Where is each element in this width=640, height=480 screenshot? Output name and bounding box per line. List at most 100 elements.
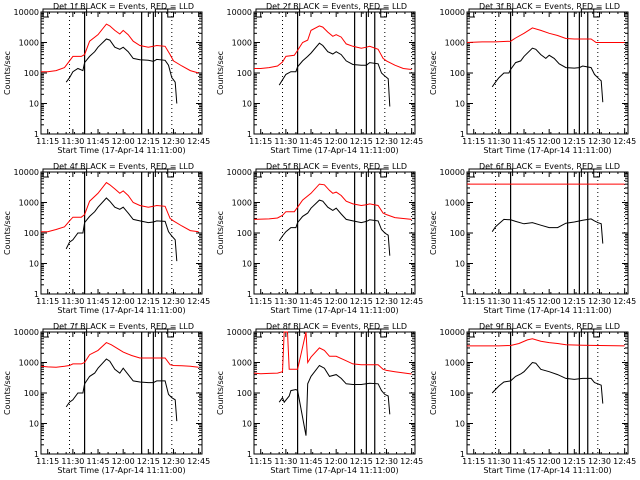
x-tick-label: 11:15: [249, 297, 272, 306]
x-tick-label: 12:15: [137, 457, 160, 466]
panel-det-4: Det 4f BLACK = Events, RED = LLD 1 10 100 10…: [3, 162, 210, 315]
x-tick-label: 12:15: [563, 137, 586, 146]
y-tick-label: 10: [242, 260, 252, 269]
interval-bracket: [255, 8, 301, 17]
x-tick-label: 12:00: [112, 457, 135, 466]
y-tick-label: 1000: [445, 39, 465, 48]
x-tick-label: 11:30: [61, 457, 84, 466]
panel-det-1: Det 1f BLACK = Events, RED = LLD 1 10 100 10…: [3, 2, 210, 155]
x-tick-label: 12:15: [137, 297, 160, 306]
y-tick-label: 1000: [232, 359, 252, 368]
interval-bracket: [468, 8, 514, 17]
series-lld-line: [253, 331, 412, 375]
y-axis-label: Counts/sec: [429, 211, 438, 255]
interval-bracket: [154, 328, 176, 338]
y-tick-label: 100: [24, 389, 39, 398]
plot-frame: [40, 11, 203, 135]
panel-det-2: Det 2f BLACK = Events, RED = LLD 1 10 100 10…: [216, 2, 423, 155]
x-tick-label: 12:00: [112, 137, 135, 146]
y-axis-label: Counts/sec: [3, 371, 12, 415]
x-tick-label: 12:30: [162, 457, 185, 466]
y-tick-label: 1: [247, 450, 252, 459]
y-tick-label: 1: [247, 130, 252, 139]
series-events-line: [65, 38, 178, 104]
series-lld-line: [41, 181, 199, 233]
interval-bracket: [255, 168, 301, 177]
panel-det-9: Det 9f BLACK = Events, RED = LLD 1 10 100 10…: [429, 322, 636, 475]
plot-frame: [253, 331, 416, 455]
plot-frame: [253, 11, 416, 135]
x-tick-label: 11:45: [512, 297, 535, 306]
series-events-line: [278, 199, 391, 256]
y-tick-label: 10000: [227, 328, 252, 337]
x-tick-label: 11:15: [36, 297, 59, 306]
chart-title: Det 5f BLACK = Events, RED = LLD: [266, 162, 407, 171]
series-events-line: [491, 47, 604, 103]
x-tick-label: 12:45: [613, 457, 636, 466]
x-tick-label: 12:45: [613, 297, 636, 306]
series-events-line: [278, 42, 391, 107]
interval-bracket: [42, 8, 88, 17]
x-tick-label: 12:30: [588, 297, 611, 306]
x-tick-label: 11:15: [36, 137, 59, 146]
x-tick-label: 11:15: [36, 457, 59, 466]
panel-det-3: Det 3f BLACK = Events, RED = LLD 1 10 100 10…: [429, 2, 636, 155]
x-tick-label: 11:30: [274, 137, 297, 146]
y-tick-label: 1: [247, 290, 252, 299]
chart-title: Det 4f BLACK = Events, RED = LLD: [53, 162, 194, 171]
x-tick-label: 12:45: [400, 137, 423, 146]
y-axis-label: Counts/sec: [216, 371, 225, 415]
x-tick-label: 12:45: [187, 457, 210, 466]
y-tick-label: 1: [460, 450, 465, 459]
interval-bracket: [367, 8, 389, 18]
series-events-line: [65, 197, 178, 262]
interval-bracket: [468, 328, 514, 337]
y-tick-label: 10000: [440, 8, 465, 17]
x-tick-label: 11:45: [86, 457, 109, 466]
x-tick-label: 11:15: [462, 457, 485, 466]
chart-title: Det 2f BLACK = Events, RED = LLD: [266, 2, 407, 11]
y-tick-label: 10000: [14, 8, 39, 17]
y-axis-label: Counts/sec: [429, 371, 438, 415]
y-tick-label: 100: [450, 69, 465, 78]
series-lld-line: [41, 23, 199, 74]
plot-frame: [466, 11, 629, 135]
y-tick-label: 1000: [445, 199, 465, 208]
x-tick-label: 11:15: [249, 457, 272, 466]
interval-bracket: [580, 328, 602, 338]
y-tick-label: 10: [455, 260, 465, 269]
series-lld-line: [253, 183, 412, 220]
x-axis-label: Start Time (17-Apr-14 11:11:00): [57, 306, 185, 315]
series-events-line: [278, 364, 391, 436]
x-tick-label: 12:30: [375, 457, 398, 466]
x-axis-label: Start Time (17-Apr-14 11:11:00): [270, 306, 398, 315]
y-tick-label: 100: [237, 69, 252, 78]
x-tick-label: 12:00: [112, 297, 135, 306]
x-tick-label: 12:45: [187, 297, 210, 306]
y-tick-label: 1000: [232, 39, 252, 48]
chart-title: Det 8f BLACK = Events, RED = LLD: [266, 322, 407, 331]
y-tick-label: 10000: [440, 328, 465, 337]
series-lld-line: [40, 342, 199, 368]
y-tick-label: 1000: [19, 359, 39, 368]
x-tick-label: 12:30: [162, 297, 185, 306]
series-events-line: [65, 358, 178, 422]
y-tick-label: 1000: [445, 359, 465, 368]
y-tick-label: 1: [460, 290, 465, 299]
y-tick-label: 10000: [440, 168, 465, 177]
series-events-line: [491, 361, 604, 404]
interval-bracket: [255, 328, 301, 337]
chart-title: Det 7f BLACK = Events, RED = LLD: [53, 322, 194, 331]
x-axis-label: Start Time (17-Apr-14 11:11:00): [270, 146, 398, 155]
plot-frame: [253, 171, 416, 295]
y-axis-label: Counts/sec: [216, 211, 225, 255]
x-tick-label: 11:45: [512, 137, 535, 146]
plot-frame: [466, 171, 629, 295]
y-tick-label: 1: [460, 130, 465, 139]
x-tick-label: 12:00: [325, 297, 348, 306]
series-lld-line: [467, 338, 625, 347]
y-tick-label: 1: [34, 130, 39, 139]
x-tick-label: 11:45: [299, 137, 322, 146]
y-tick-label: 1000: [19, 39, 39, 48]
x-tick-label: 11:45: [299, 457, 322, 466]
